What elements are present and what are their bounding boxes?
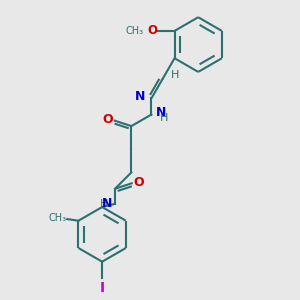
Text: I: I [100,281,105,295]
Text: N: N [156,106,167,119]
Text: H: H [100,199,108,209]
Text: CH₃: CH₃ [49,213,67,224]
Text: O: O [102,113,113,126]
Text: O: O [148,24,158,37]
Text: N: N [101,197,112,210]
Text: O: O [134,176,144,189]
Text: H: H [171,70,179,80]
Text: CH₃: CH₃ [126,26,144,36]
Text: N: N [135,90,146,103]
Text: H: H [159,113,168,123]
